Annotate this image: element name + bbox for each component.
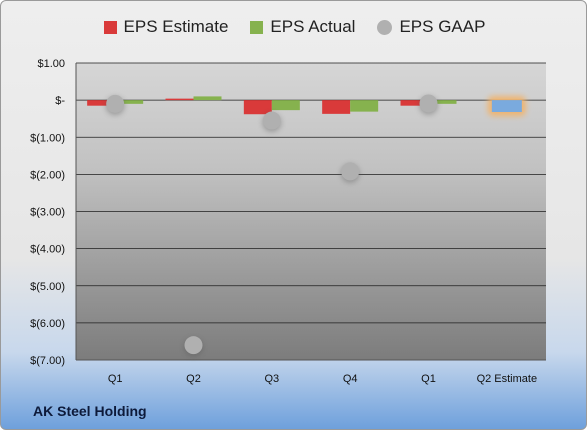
bar-eps-actual bbox=[115, 100, 144, 104]
y-tick-label: $- bbox=[55, 95, 65, 107]
legend-label: EPS Actual bbox=[270, 17, 356, 36]
legend-label: EPS GAAP bbox=[399, 17, 486, 36]
x-tick-label: Q4 bbox=[343, 373, 358, 385]
company-name: AK Steel Holding bbox=[33, 403, 147, 419]
legend-item: EPS Estimate bbox=[103, 17, 229, 37]
gaap-marker bbox=[341, 162, 360, 181]
chart-legend: EPS Estimate EPS Actual EPS GAAP bbox=[1, 17, 586, 37]
bar-q2-estimate bbox=[491, 100, 522, 113]
bar-eps-estimate bbox=[165, 98, 194, 101]
x-tick-label: Q2 Estimate bbox=[477, 373, 538, 385]
legend-item: EPS GAAP bbox=[377, 17, 485, 37]
legend-item: EPS Actual bbox=[250, 17, 355, 37]
y-tick-label: $(2.00) bbox=[30, 169, 65, 181]
x-tick-label: Q3 bbox=[264, 373, 279, 385]
legend-label: EPS Estimate bbox=[123, 17, 229, 36]
x-tick-label: Q1 bbox=[108, 373, 123, 385]
bar-eps-actual bbox=[428, 100, 457, 104]
legend-swatch bbox=[250, 20, 264, 34]
y-tick-label: $(4.00) bbox=[30, 244, 65, 256]
y-tick-label: $(1.00) bbox=[30, 132, 65, 144]
bar-eps-actual bbox=[193, 96, 222, 101]
legend-swatch bbox=[103, 20, 117, 34]
bar-eps-actual bbox=[350, 100, 379, 112]
y-tick-label: $(3.00) bbox=[30, 207, 65, 219]
y-tick-label: $(6.00) bbox=[30, 318, 65, 330]
bar-eps-actual bbox=[271, 100, 300, 111]
y-tick-label: $(7.00) bbox=[30, 355, 65, 367]
bar-eps-estimate bbox=[87, 100, 116, 106]
gaap-marker bbox=[184, 336, 203, 355]
gaap-marker bbox=[106, 94, 125, 113]
bar-eps-estimate bbox=[243, 100, 272, 115]
x-tick-label: Q1 bbox=[421, 373, 436, 385]
gaap-marker bbox=[262, 111, 281, 130]
y-tick-label: $(5.00) bbox=[30, 281, 65, 293]
bar-eps-estimate bbox=[322, 100, 351, 114]
legend-swatch bbox=[377, 19, 393, 35]
x-tick-label: Q2 bbox=[186, 373, 201, 385]
gaap-marker bbox=[419, 94, 438, 113]
y-tick-label: $1.00 bbox=[37, 58, 65, 70]
bar-eps-estimate bbox=[400, 100, 429, 106]
